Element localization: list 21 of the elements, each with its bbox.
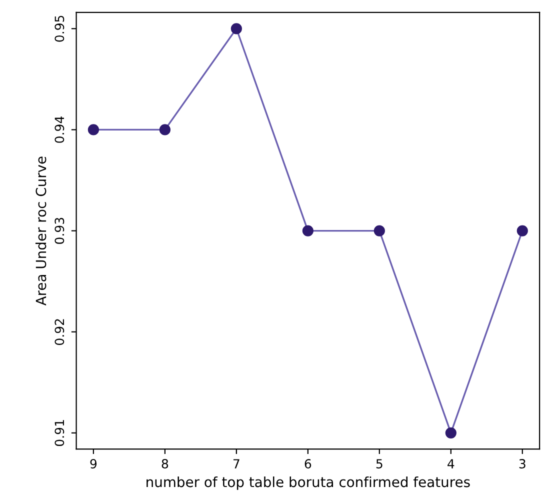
x-tick-label: 6 — [304, 459, 312, 468]
y-tick-label: 0.91 — [54, 420, 64, 446]
y-tick-label: 0.94 — [54, 116, 64, 143]
x-tick-label: 3 — [519, 459, 526, 468]
point — [445, 427, 456, 438]
x-tick-label: 8 — [162, 459, 168, 468]
y-tick-label: 0.93 — [54, 218, 64, 244]
x-tick-label: 5 — [376, 459, 382, 468]
point — [374, 225, 385, 236]
point — [302, 225, 314, 236]
y-axis-title: Area Under roc Curve — [35, 156, 46, 306]
x-axis-title: number of top table boruta confirmed features — [146, 476, 470, 490]
x-tick-label: 9 — [90, 459, 97, 468]
point — [159, 124, 171, 136]
x-tick-label: 4 — [448, 459, 454, 468]
y-tick-label: 0.92 — [54, 319, 64, 345]
point — [516, 225, 528, 236]
y-tick-label: 0.95 — [54, 16, 64, 42]
point — [88, 124, 100, 136]
point — [230, 23, 242, 34]
x-tick-label: 7 — [233, 459, 240, 468]
